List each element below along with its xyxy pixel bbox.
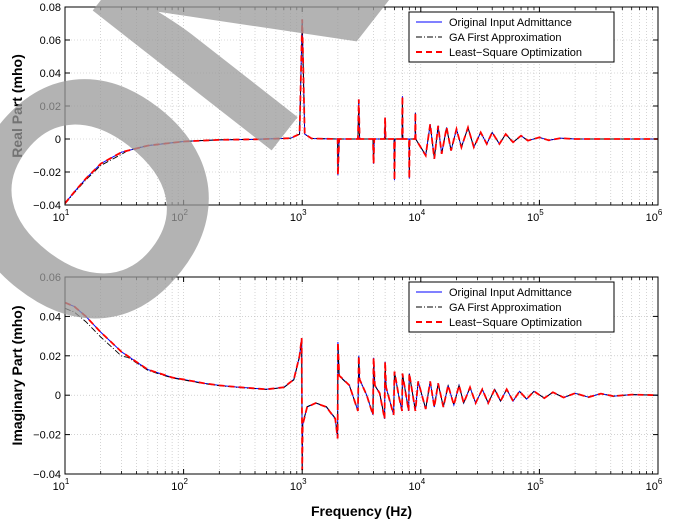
ytick-label: 0 <box>55 390 61 402</box>
xtick-exponent: 1 <box>65 477 70 486</box>
legend-label: Original Input Admittance <box>449 287 572 299</box>
xtick-label: 105 <box>527 208 544 224</box>
ytick-label: 0.02 <box>40 101 61 113</box>
ytick-label: 0 <box>55 134 61 146</box>
legend-label: Least−Square Optimization <box>449 47 582 59</box>
xlabel-imag: Frequency (Hz) <box>311 503 412 519</box>
xtick-label: 106 <box>646 477 663 493</box>
xtick-label: 104 <box>408 208 425 224</box>
xtick-exponent: 5 <box>539 208 544 217</box>
xtick-label: 106 <box>646 208 663 224</box>
legend-label: GA First Approximation <box>449 302 562 314</box>
legend-box <box>408 11 615 63</box>
ytick-label: 0.06 <box>40 35 61 47</box>
series-imag <box>64 301 659 471</box>
xtick-exponent: 2 <box>183 208 188 217</box>
legend-imag: Original Input Admittance GA First Approx… <box>408 281 615 333</box>
series-real <box>64 19 658 205</box>
ylabel-imag: Imaginary Part (mho) <box>9 305 25 445</box>
series-line-ls <box>64 19 658 204</box>
xtick-label: 103 <box>290 477 307 493</box>
xtick-exponent: 1 <box>65 208 70 217</box>
legend-real: Original Input Admittance GA First Approx… <box>408 11 615 63</box>
xtick-label: 102 <box>171 477 188 493</box>
ytick-label: 0.04 <box>40 68 61 80</box>
legend-box <box>408 281 615 333</box>
xtick-label: 104 <box>408 477 425 493</box>
legend-label: GA First Approximation <box>449 32 562 44</box>
ytick-label: −0.02 <box>33 167 61 179</box>
xtick-exponent: 2 <box>183 477 188 486</box>
ytick-label: −0.04 <box>33 200 61 212</box>
ytick-label: 0.04 <box>40 311 61 323</box>
xtick-exponent: 6 <box>658 208 663 217</box>
ytick-label: −0.04 <box>33 469 61 481</box>
xtick-label: 105 <box>527 477 544 493</box>
ytick-label: 0.02 <box>40 351 61 363</box>
xtick-exponent: 6 <box>658 477 663 486</box>
xtick-exponent: 4 <box>421 477 426 486</box>
ytick-label: −0.02 <box>33 430 61 442</box>
xtick-exponent: 3 <box>302 477 307 486</box>
xtick-exponent: 3 <box>302 208 307 217</box>
axes-frame-imag <box>64 276 659 475</box>
ylabel-real: Real Part (mho) <box>9 54 25 157</box>
series-line-ls <box>64 301 659 471</box>
ytick-label: 0.08 <box>40 2 61 14</box>
ytick-label: 0.06 <box>40 272 61 284</box>
legend-label: Original Input Admittance <box>449 17 572 29</box>
xtick-exponent: 4 <box>421 208 426 217</box>
xtick-exponent: 5 <box>539 477 544 486</box>
legend-label: Least−Square Optimization <box>449 317 582 329</box>
